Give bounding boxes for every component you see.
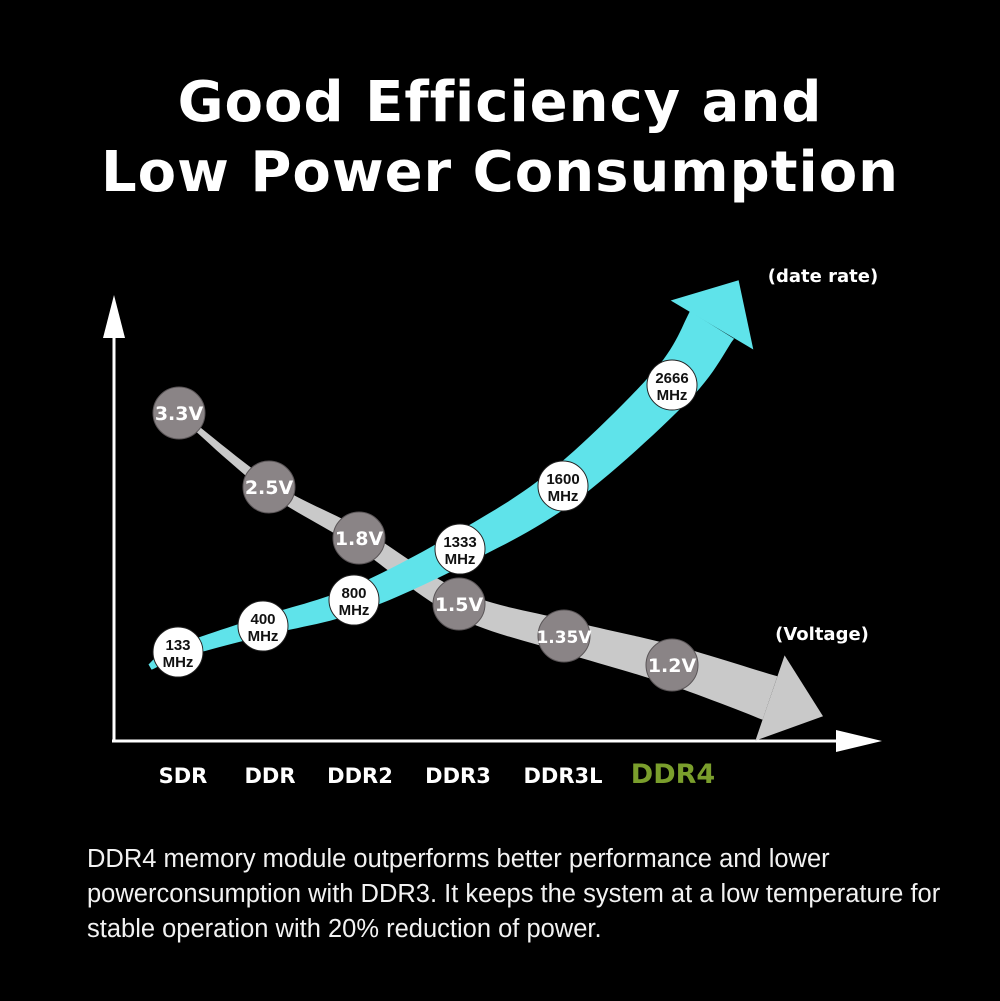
voltage-point — [432, 577, 486, 631]
voltage-label: 3.3V — [155, 403, 204, 425]
category-label-sdr: SDR — [159, 764, 208, 788]
category-label-ddr: DDR — [244, 764, 295, 788]
data-rate-unit: MHz — [548, 488, 579, 505]
y-axis-label: (date rate) — [768, 266, 878, 287]
y-axis — [103, 295, 125, 741]
data-rate-point — [646, 359, 698, 411]
voltage-marker-ddr2: 1.8V — [332, 511, 386, 565]
data-rate-point — [237, 600, 289, 652]
title-line-1: Good Efficiency and — [177, 70, 823, 135]
data-rate-unit: MHz — [248, 628, 279, 645]
x-axis-arrow-icon — [836, 730, 882, 752]
data-rate-value: 2666 — [655, 370, 688, 387]
voltage-point — [645, 638, 699, 692]
y-axis-arrow-icon — [103, 295, 125, 338]
page-title: Good Efficiency and Low Power Consumptio… — [0, 68, 1000, 208]
voltage-series-arrowhead — [755, 655, 823, 741]
voltage-marker-ddr: 2.5V — [242, 460, 296, 514]
category-label-ddr4: DDR4 — [631, 759, 715, 790]
voltage-point — [152, 386, 206, 440]
voltage-label: 1.8V — [335, 528, 384, 550]
voltage-label: 2.5V — [245, 477, 294, 499]
description-text: DDR4 memory module outperforms better pe… — [87, 845, 941, 943]
data-rate-point — [434, 523, 486, 575]
voltage-point — [332, 511, 386, 565]
data-rate-value: 400 — [250, 611, 275, 628]
voltage-label: 1.2V — [648, 655, 697, 677]
title-line-2: Low Power Consumption — [100, 140, 900, 205]
data-rate-value: 133 — [165, 637, 190, 654]
data-rate-value: 1600 — [546, 471, 579, 488]
x-axis — [112, 730, 882, 752]
voltage-label: 1.5V — [435, 594, 484, 616]
voltage-point — [537, 609, 591, 663]
data-rate-unit: MHz — [445, 551, 476, 568]
voltage-marker-ddr3l: 1.35V — [536, 609, 592, 663]
category-label-ddr3: DDR3 — [425, 764, 491, 788]
category-label-ddr3l: DDR3L — [523, 764, 602, 788]
data-rate-value: 1333 — [443, 534, 476, 551]
voltage-marker-ddr4: 1.2V — [645, 638, 699, 692]
data-rate-series — [148, 280, 754, 670]
data-rate-point — [328, 574, 380, 626]
x-axis-label: (Voltage) — [775, 624, 869, 645]
data-rate-unit: MHz — [339, 602, 370, 619]
data-rate-unit: MHz — [657, 387, 688, 404]
voltage-point — [242, 460, 296, 514]
voltage-label: 1.35V — [536, 628, 592, 648]
data-rate-point — [152, 626, 204, 678]
data-rate-series-arrowhead — [670, 280, 754, 350]
voltage-series-band — [177, 411, 778, 720]
data-rate-series-band — [148, 311, 735, 670]
voltage-marker-sdr: 3.3V — [152, 386, 206, 440]
voltage-marker-ddr3: 1.5V — [432, 577, 486, 631]
voltage-series — [177, 411, 823, 741]
category-label-ddr2: DDR2 — [327, 764, 393, 788]
data-rate-unit: MHz — [163, 654, 194, 671]
data-rate-point — [537, 460, 589, 512]
data-rate-value: 800 — [341, 585, 366, 602]
